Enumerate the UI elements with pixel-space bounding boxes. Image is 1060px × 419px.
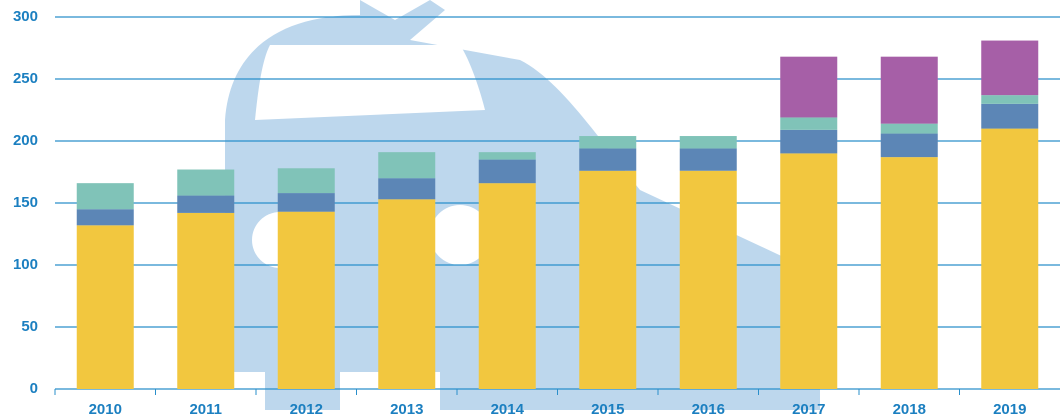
x-tick-label: 2012: [290, 401, 323, 418]
bar-segment: [680, 148, 737, 170]
bar-segment: [77, 209, 134, 225]
bar-segment: [981, 41, 1038, 96]
bar-segment: [981, 129, 1038, 389]
x-tick-label: 2014: [491, 401, 525, 418]
x-tick-label: 2011: [189, 401, 222, 418]
bar-segment: [479, 183, 536, 389]
y-tick-label: 50: [21, 318, 38, 335]
x-tick-label: 2010: [89, 401, 122, 418]
bar-segment: [780, 153, 837, 389]
bar-segment: [579, 136, 636, 148]
bar-segment: [177, 196, 234, 213]
bar-segment: [780, 57, 837, 118]
x-tick-label: 2019: [993, 401, 1026, 418]
x-tick-label: 2013: [390, 401, 423, 418]
bar-segment: [479, 160, 536, 184]
bar-segment: [881, 57, 938, 124]
bar-segment: [77, 225, 134, 389]
bar-segment: [780, 117, 837, 129]
x-tick-label: 2018: [893, 401, 926, 418]
bar-segment: [77, 183, 134, 209]
bar-segment: [177, 170, 234, 196]
y-tick-label: 150: [13, 194, 38, 211]
y-tick-label: 200: [13, 132, 38, 149]
bar-segment: [579, 171, 636, 389]
bar-segment: [278, 168, 335, 193]
x-tick-label: 2017: [792, 401, 825, 418]
bar-segment: [278, 212, 335, 389]
bar-segment: [780, 130, 837, 154]
bar-segment: [981, 104, 1038, 129]
x-tick-label: 2015: [591, 401, 624, 418]
y-tick-label: 250: [13, 70, 38, 87]
bar-segment: [981, 95, 1038, 104]
bar-segment: [378, 178, 435, 199]
y-tick-label: 300: [13, 8, 38, 25]
bar-segment: [881, 157, 938, 389]
bar-segment: [278, 193, 335, 212]
bar-segment: [881, 134, 938, 158]
bar-segment: [579, 148, 636, 170]
bar-segment: [680, 171, 737, 389]
x-tick-label: 2016: [692, 401, 725, 418]
chart: 0 50 100 150 200 250 300 2010 2011 2012 2013 2014 20…: [0, 0, 1060, 419]
bar-segment: [177, 213, 234, 389]
y-tick-label: 0: [30, 380, 38, 397]
page: 0 50 100 150 200 250 300 2010 2011 2012 2013 2014 20…: [0, 0, 1060, 419]
bar-segment: [680, 136, 737, 148]
bar-segment: [378, 199, 435, 389]
bar-segment: [479, 152, 536, 159]
y-tick-label: 100: [13, 256, 38, 273]
bar-segment: [881, 124, 938, 134]
bar-segment: [378, 152, 435, 178]
